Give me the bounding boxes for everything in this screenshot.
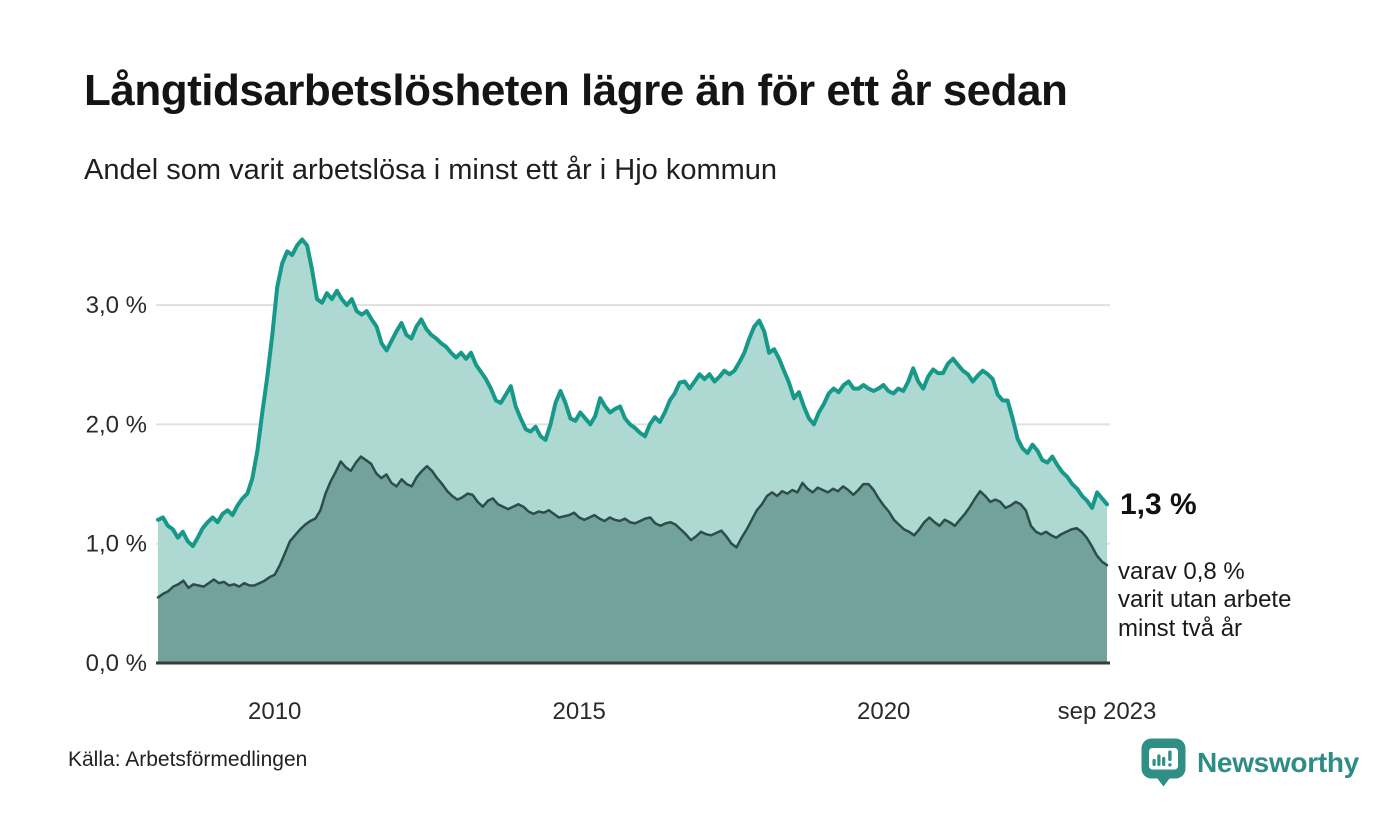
series-line-unemployed-1yr-plus <box>156 237 1109 549</box>
newsworthy-logo-icon <box>1141 738 1186 787</box>
secondary-series-annotation: varav 0,8 % varit utan arbete minst två … <box>1118 558 1292 642</box>
series-area-unemployed-2yr-plus <box>158 456 1107 663</box>
x-tick-label: 2020 <box>857 698 910 725</box>
y-tick-label: 2,0 % <box>86 411 147 438</box>
series-line-unemployed-2yr-plus <box>156 455 1109 599</box>
newsworthy-wordmark: Newsworthy <box>1197 746 1359 778</box>
chart-title: Långtidsarbetslösheten lägre än för ett … <box>84 66 1068 115</box>
y-tick-label: 1,0 % <box>86 531 147 558</box>
chart-subtitle: Andel som varit arbetslösa i minst ett å… <box>84 154 778 186</box>
latest-value-label: 1,3 % <box>1120 488 1197 521</box>
y-tick-label: 3,0 % <box>86 292 147 319</box>
y-tick-label: 0,0 % <box>86 650 147 677</box>
x-tick-label: 2015 <box>553 698 606 725</box>
x-tick-label: 2010 <box>248 698 301 725</box>
newsworthy-brand: Newsworthy <box>1141 738 1359 787</box>
source-note: Källa: Arbetsförmedlingen <box>68 748 308 771</box>
x-tick-label: sep 2023 <box>1058 698 1157 725</box>
